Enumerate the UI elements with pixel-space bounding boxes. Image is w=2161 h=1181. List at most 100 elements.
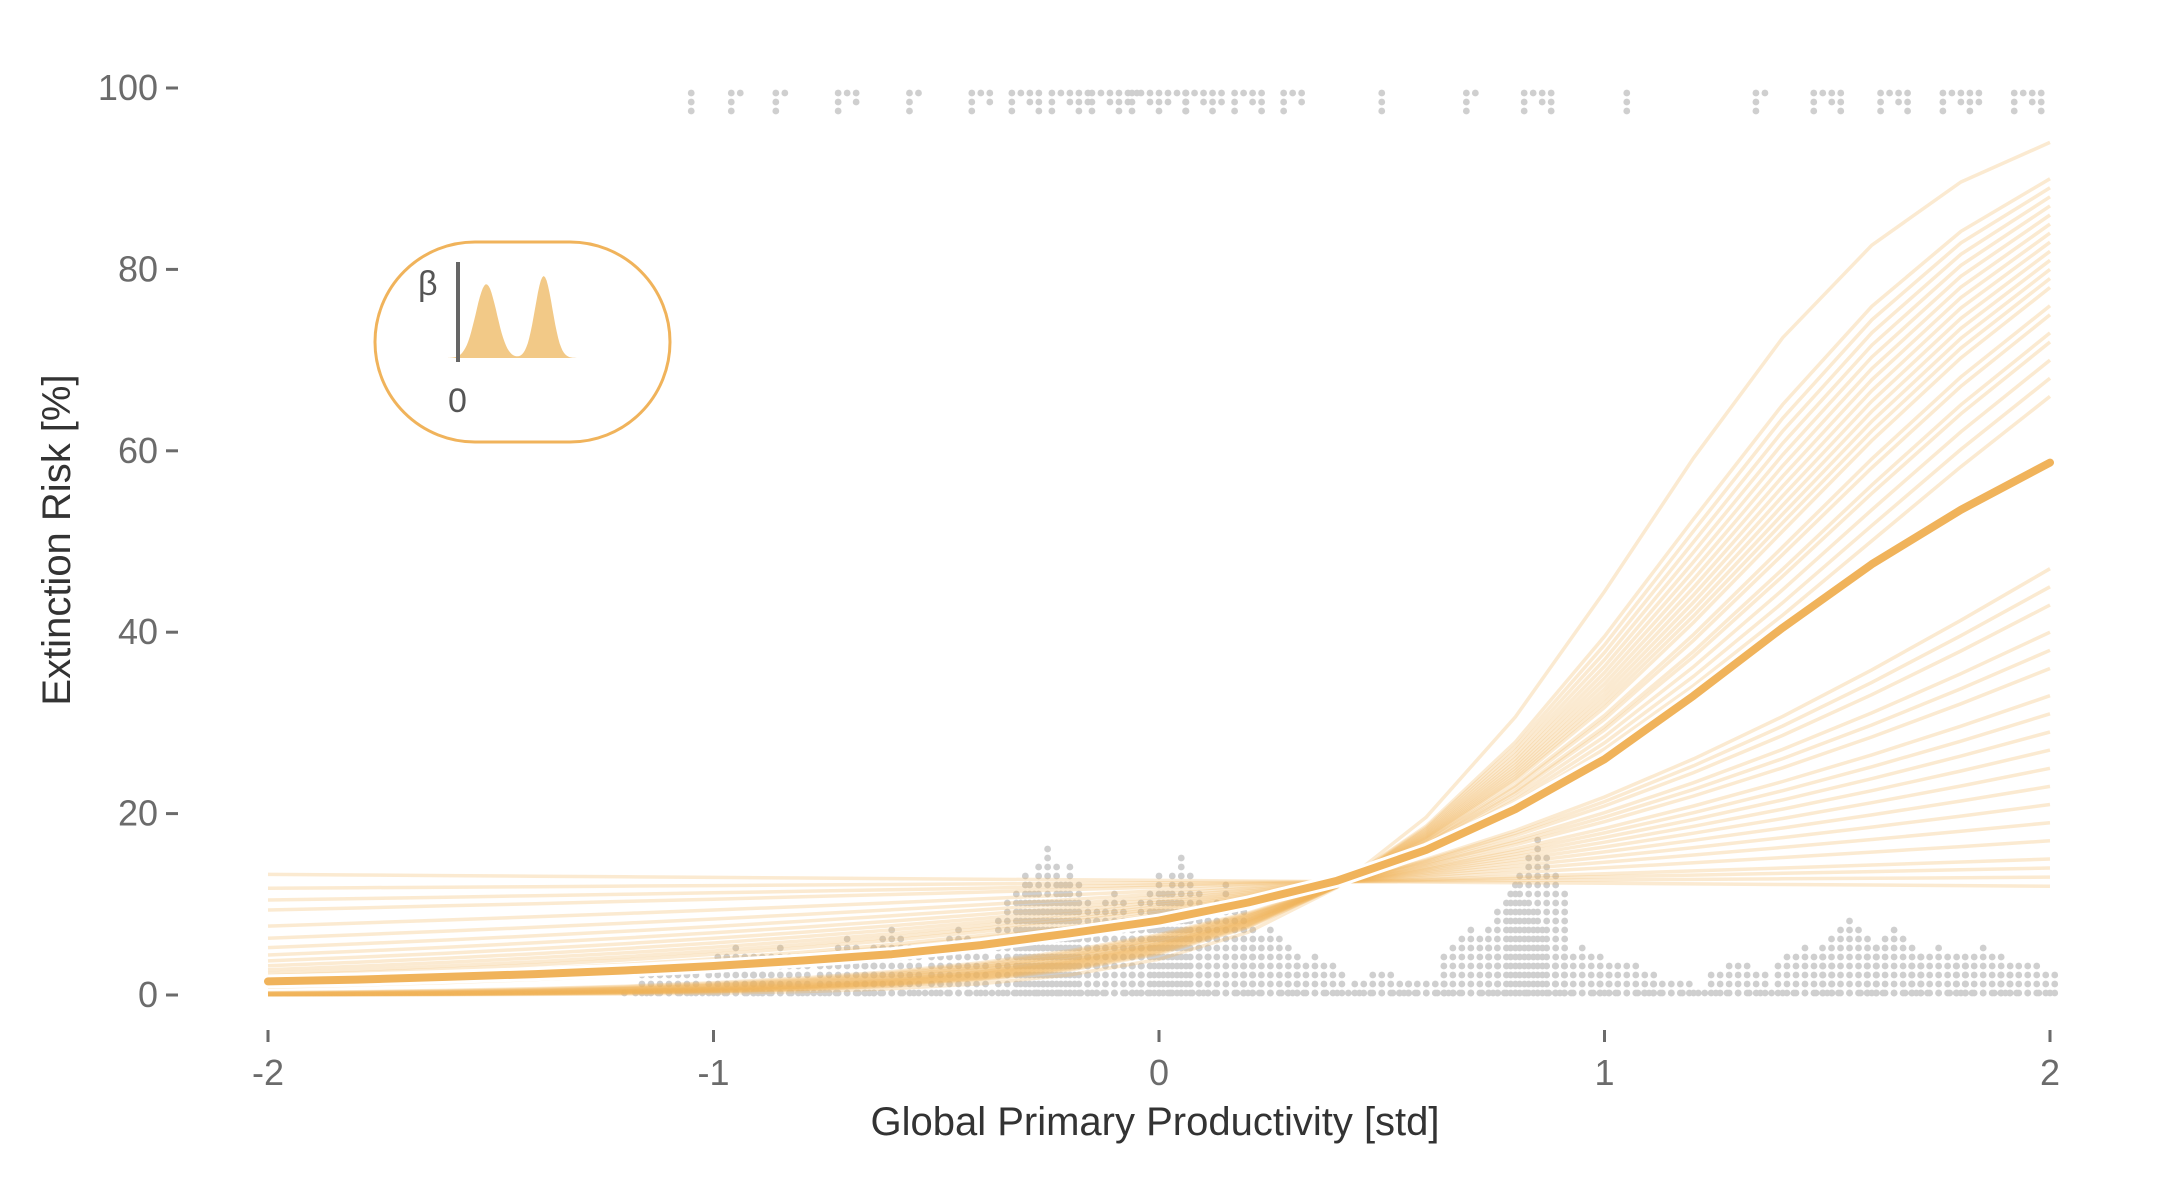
survived-point (788, 989, 795, 997)
survived-point (1837, 980, 1844, 988)
survived-point (674, 980, 682, 988)
survived-point (1957, 989, 1965, 997)
extinct-point (1939, 107, 1947, 115)
survived-point (1389, 989, 1397, 997)
extinct-point (1623, 89, 1631, 97)
survived-point (776, 971, 784, 979)
survived-point (1284, 944, 1292, 952)
survived-point (946, 935, 953, 943)
survived-point (888, 980, 896, 988)
survived-point (1534, 944, 1542, 952)
posterior-draw-line (267, 712, 2051, 975)
survived-point (741, 980, 749, 988)
survived-point (1150, 908, 1158, 916)
posterior-draw-line (267, 268, 2052, 996)
survived-point (1026, 953, 1034, 961)
survived-point (1543, 962, 1551, 970)
survived-point (1195, 989, 1203, 997)
survived-point (1351, 989, 1359, 997)
survived-point (1033, 989, 1040, 997)
survived-point (765, 989, 773, 997)
survived-point (2051, 989, 2059, 997)
survived-point (888, 989, 896, 997)
survived-point (1177, 881, 1185, 889)
survived-point (1819, 953, 1826, 961)
survived-point (1944, 953, 1952, 961)
survived-point (955, 926, 962, 934)
survived-point (1128, 980, 1136, 988)
survived-point (1935, 953, 1943, 961)
survived-point (1543, 890, 1551, 898)
survived-point (1578, 989, 1586, 997)
survived-point (1257, 971, 1265, 979)
survived-point (1872, 980, 1880, 988)
posterior-draw-line (267, 286, 2052, 996)
extinct-point (852, 89, 860, 97)
survived-point (1734, 989, 1742, 997)
survived-point (1021, 872, 1029, 880)
survived-point (1743, 980, 1751, 988)
survived-point (1111, 944, 1118, 952)
survived-point (1026, 890, 1034, 898)
survived-point (897, 971, 905, 979)
survived-point (1278, 989, 1285, 997)
survived-point (710, 989, 717, 997)
extinct-point (1026, 89, 1034, 97)
survived-point (1275, 980, 1283, 988)
survived-point (1075, 908, 1083, 916)
survived-point (1525, 962, 1533, 970)
survived-point (1761, 971, 1769, 979)
survived-point (1623, 971, 1631, 979)
survived-point (1248, 971, 1256, 979)
survived-point (1560, 962, 1568, 970)
survived-point (964, 953, 971, 961)
y-tick-label: 80 (118, 248, 158, 289)
extinct-point (1155, 89, 1163, 97)
survived-point (2033, 980, 2041, 988)
extinct-point (1939, 98, 1947, 106)
survived-point (1676, 980, 1684, 988)
survived-point (1102, 935, 1109, 943)
survived-point (1507, 962, 1515, 970)
survived-point (1952, 962, 1960, 970)
extinct-point (1146, 89, 1154, 97)
survived-point (1970, 980, 1978, 988)
survived-point (955, 962, 962, 970)
survived-point (1195, 926, 1203, 934)
survived-point (1525, 872, 1533, 880)
extinct-point (1200, 98, 1207, 106)
survived-point (1039, 980, 1047, 988)
survived-point (1543, 926, 1551, 934)
survived-point (1908, 953, 1916, 961)
extinct-point (1837, 107, 1845, 115)
extinct-point (1957, 89, 1965, 97)
survived-point (1248, 953, 1256, 961)
survived-point (1150, 989, 1158, 997)
survived-point (1137, 899, 1145, 907)
survived-point (955, 971, 962, 979)
extinct-point (2028, 89, 2036, 97)
survived-point (937, 980, 944, 988)
survived-point (1534, 917, 1542, 925)
survived-point (1239, 989, 1247, 997)
survived-point (1476, 980, 1484, 988)
survived-point (1819, 962, 1826, 970)
extinct-point (687, 107, 695, 115)
survived-point (732, 944, 740, 952)
survived-point (1066, 971, 1074, 979)
survived-point (1048, 908, 1056, 916)
extinct-point (1008, 98, 1016, 106)
survived-point (1543, 872, 1551, 880)
survived-point (1168, 962, 1176, 970)
survived-point (1623, 989, 1631, 997)
survived-point (1899, 935, 1907, 943)
survived-point (2042, 980, 2050, 988)
survived-point (705, 980, 713, 988)
posterior-draws (267, 140, 2052, 997)
extinct-point (2037, 107, 2045, 115)
extinct-point (1877, 89, 1884, 97)
extinct-point (687, 89, 695, 97)
survived-point (1026, 881, 1034, 889)
survived-point (852, 980, 860, 988)
survived-point (1195, 953, 1203, 961)
